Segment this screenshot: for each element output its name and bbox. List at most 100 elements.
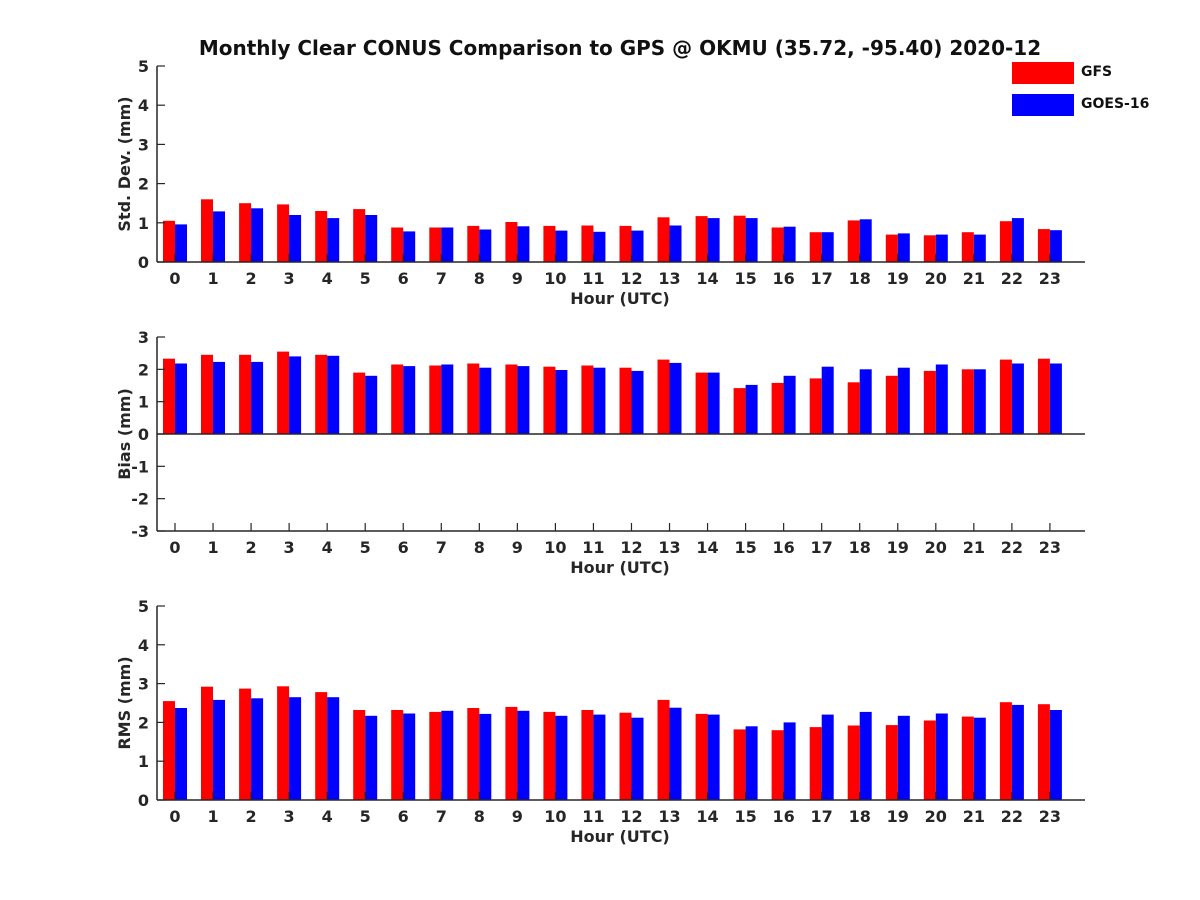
std-dev-bar-goes16-0 xyxy=(175,224,187,262)
std-dev-bar-goes16-17 xyxy=(821,232,834,262)
bias-bar-goes16-0 xyxy=(175,363,187,434)
std-dev-x-tick-label: 5 xyxy=(360,269,371,288)
rms-bar-goes16-4 xyxy=(327,697,340,800)
std-dev-bar-goes16-16 xyxy=(783,226,796,262)
legend-swatch-goes16 xyxy=(1012,94,1074,116)
bias-bar-gfs-8 xyxy=(467,363,480,434)
rms-x-tick-label: 15 xyxy=(734,807,756,826)
bias-bar-goes16-8 xyxy=(479,367,492,434)
rms-bar-gfs-7 xyxy=(429,711,442,800)
rms-x-tick-label: 3 xyxy=(284,807,295,826)
rms-bar-goes16-6 xyxy=(403,713,416,800)
bias-bar-gfs-3 xyxy=(277,351,290,434)
bias-x-tick-label: 22 xyxy=(1001,538,1023,557)
std-dev-x-tick-label: 18 xyxy=(849,269,871,288)
std-dev-bar-goes16-3 xyxy=(289,215,302,262)
std-dev-bar-goes16-23 xyxy=(1049,230,1062,262)
rms-bar-goes16-16 xyxy=(783,722,796,800)
bias-bar-gfs-2 xyxy=(239,354,252,434)
bias-bar-goes16-23 xyxy=(1049,363,1062,434)
std-dev-x-tick-label: 19 xyxy=(887,269,909,288)
std-dev-x-tick-label: 12 xyxy=(620,269,642,288)
rms-x-tick-label: 0 xyxy=(169,807,180,826)
bias-bar-goes16-1 xyxy=(213,361,225,434)
rms-y-tick-label: 4 xyxy=(138,636,149,655)
std-dev-bar-goes16-12 xyxy=(631,230,644,262)
std-dev-bar-goes16-19 xyxy=(897,233,910,262)
rms-bar-gfs-10 xyxy=(543,711,556,800)
rms-bar-goes16-17 xyxy=(821,714,834,800)
bias-bar-gfs-5 xyxy=(353,372,366,434)
rms-bar-goes16-5 xyxy=(365,715,378,800)
rms-bar-goes16-18 xyxy=(859,711,872,800)
rms-x-tick-label: 18 xyxy=(849,807,871,826)
rms-bar-gfs-3 xyxy=(277,686,290,800)
bias-bar-goes16-9 xyxy=(517,366,530,434)
std-dev-bar-goes16-4 xyxy=(327,218,340,262)
rms-bar-goes16-23 xyxy=(1049,710,1062,800)
bias-bar-goes16-19 xyxy=(897,367,910,434)
std-dev-y-tick-label: 1 xyxy=(138,214,149,233)
bias-y-tick-label: 3 xyxy=(138,328,149,347)
bias-x-tick-label: 5 xyxy=(360,538,371,557)
rms-bar-gfs-9 xyxy=(505,706,518,800)
std-dev-y-tick-label: 3 xyxy=(138,135,149,154)
bias-bar-gfs-20 xyxy=(923,370,936,434)
rms-y-axis-title: RMS (mm) xyxy=(115,656,134,749)
rms-x-tick-label: 17 xyxy=(811,807,833,826)
std-dev-bar-gfs-17 xyxy=(809,232,822,262)
rms-bar-goes16-0 xyxy=(175,708,187,800)
rms-x-tick-label: 8 xyxy=(474,807,485,826)
std-dev-bar-gfs-1 xyxy=(201,199,213,262)
rms-x-tick-label: 16 xyxy=(773,807,795,826)
std-dev-x-tick-label: 17 xyxy=(811,269,833,288)
bias-bar-gfs-12 xyxy=(619,367,632,434)
bias-bar-gfs-21 xyxy=(961,369,974,434)
rms-bar-gfs-23 xyxy=(1037,704,1050,800)
std-dev-x-tick-label: 14 xyxy=(696,269,718,288)
std-dev-bar-gfs-3 xyxy=(277,204,290,262)
bias-bar-goes16-7 xyxy=(441,364,454,434)
rms-bar-gfs-17 xyxy=(809,727,822,800)
bias-bar-goes16-15 xyxy=(745,384,758,434)
bias-y-axis-title: Bias (mm) xyxy=(115,388,134,480)
std-dev-bar-gfs-11 xyxy=(581,225,594,262)
std-dev-bar-goes16-11 xyxy=(593,231,606,262)
rms-bar-gfs-0 xyxy=(163,701,175,800)
std-dev-x-tick-label: 15 xyxy=(734,269,756,288)
rms-bar-goes16-10 xyxy=(555,715,568,800)
std-dev-bar-gfs-0 xyxy=(163,220,175,262)
bias-x-tick-label: 1 xyxy=(207,538,218,557)
rms-bar-gfs-5 xyxy=(353,710,366,800)
rms-bar-goes16-13 xyxy=(669,707,682,800)
rms-bar-goes16-15 xyxy=(745,726,758,800)
std-dev-bar-gfs-12 xyxy=(619,225,632,262)
std-dev-bar-goes16-6 xyxy=(403,231,416,262)
bias-y-tick-label: -1 xyxy=(131,457,149,476)
std-dev-bar-gfs-13 xyxy=(657,217,670,262)
std-dev-x-tick-label: 8 xyxy=(474,269,485,288)
std-dev-bar-gfs-2 xyxy=(239,203,252,262)
std-dev-bar-goes16-1 xyxy=(213,211,225,262)
bias-bar-goes16-13 xyxy=(669,362,682,434)
rms-bar-goes16-3 xyxy=(289,697,302,800)
std-dev-x-tick-label: 21 xyxy=(963,269,985,288)
std-dev-x-tick-label: 7 xyxy=(436,269,447,288)
std-dev-x-tick-label: 9 xyxy=(512,269,523,288)
std-dev-x-tick-label: 0 xyxy=(169,269,180,288)
std-dev-bar-goes16-18 xyxy=(859,219,872,262)
std-dev-bar-gfs-23 xyxy=(1037,229,1050,262)
legend-label-goes16: GOES-16 xyxy=(1081,96,1150,112)
std-dev-bar-gfs-22 xyxy=(999,221,1012,262)
bias-x-tick-label: 10 xyxy=(544,538,566,557)
bias-y-tick-label: 1 xyxy=(138,393,149,412)
bias-bar-gfs-7 xyxy=(429,365,442,434)
rms-x-tick-label: 11 xyxy=(582,807,604,826)
rms-x-tick-label: 22 xyxy=(1001,807,1023,826)
std-dev-y-tick-label: 4 xyxy=(138,96,149,115)
rms-x-tick-label: 21 xyxy=(963,807,985,826)
rms-bar-goes16-8 xyxy=(479,713,492,800)
bias-x-tick-label: 13 xyxy=(658,538,680,557)
bias-bar-gfs-1 xyxy=(201,354,213,434)
